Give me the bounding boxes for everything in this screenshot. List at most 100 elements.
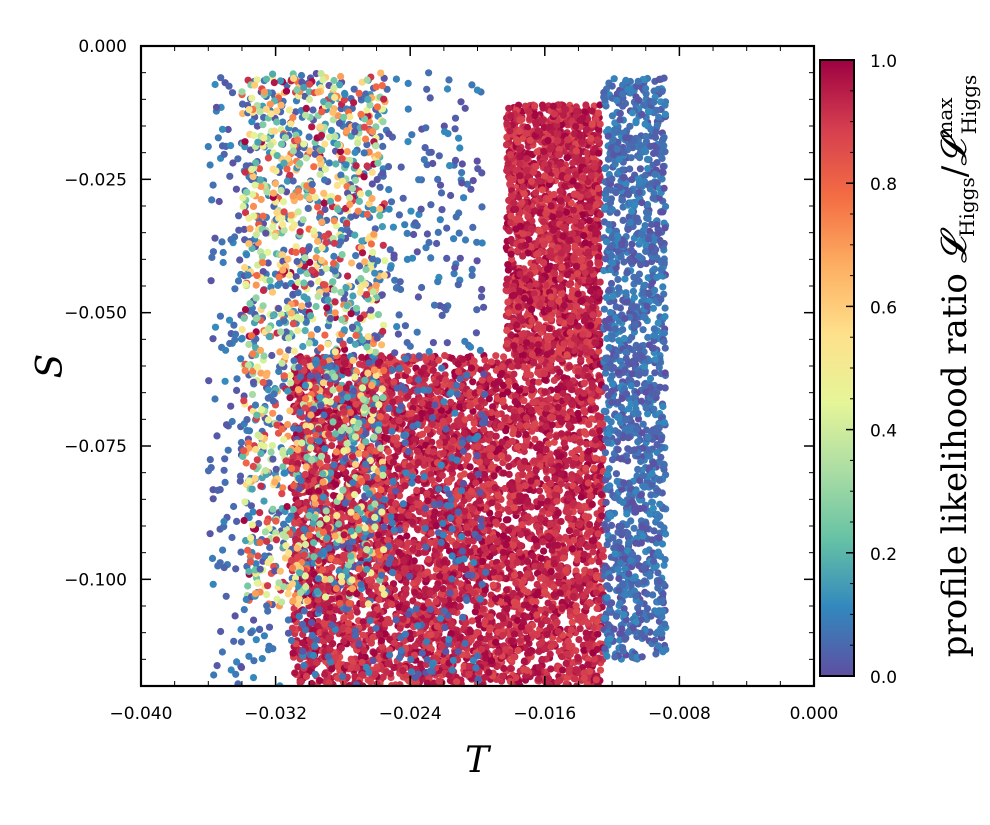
scatter-point <box>447 398 455 406</box>
scatter-point <box>427 529 435 537</box>
scatter-point <box>506 677 514 686</box>
scatter-point <box>549 414 557 422</box>
scatter-point <box>559 666 567 674</box>
scatter-point <box>414 564 422 572</box>
scatter-point <box>465 583 473 592</box>
scatter-point <box>538 655 546 664</box>
scatter-point <box>367 639 375 647</box>
scatter-point <box>557 517 565 526</box>
scatter-point <box>492 638 500 647</box>
scatter-point <box>302 672 311 681</box>
scatter-point <box>455 517 463 525</box>
scatter-point <box>559 554 568 562</box>
scatter-point <box>503 595 511 603</box>
scatter-point <box>516 386 524 394</box>
scatter-point <box>359 631 367 639</box>
scatter-point <box>403 532 411 540</box>
scatter-point <box>510 630 519 638</box>
scatter-point <box>596 666 605 674</box>
scatter-point <box>565 668 573 676</box>
scatter-point <box>546 432 554 440</box>
scatter-point <box>547 480 555 488</box>
scatter-point <box>516 637 524 645</box>
scatter-point <box>464 454 472 462</box>
scatter-point <box>586 521 594 529</box>
scatter-point <box>529 398 537 406</box>
scatter-point <box>576 585 584 593</box>
scatter-point <box>459 355 467 363</box>
scatter-point <box>444 477 452 485</box>
scatter-point <box>513 558 521 567</box>
scatter-point <box>383 434 391 442</box>
scatter-point <box>537 514 545 522</box>
scatter-point <box>324 585 333 593</box>
scatter-point <box>373 663 381 671</box>
scatter-point <box>465 670 473 679</box>
scatter-point <box>375 596 383 604</box>
scatter-point <box>568 401 576 409</box>
scatter-point <box>494 510 502 518</box>
scatter-point <box>582 430 590 438</box>
scatter-point <box>508 637 516 645</box>
scatter-point <box>585 420 593 428</box>
scatter-point <box>500 664 508 673</box>
scatter-point <box>486 452 495 460</box>
scatter-point <box>456 403 464 411</box>
scatter-point <box>436 572 444 580</box>
scatter-point <box>455 368 463 376</box>
scatter-point <box>518 521 526 529</box>
scatter-point <box>338 464 346 472</box>
scatter-point <box>510 425 518 434</box>
scatter-point <box>553 572 562 580</box>
scatter-point <box>389 458 397 466</box>
scatter-point <box>528 384 536 392</box>
scatter-point <box>452 541 460 549</box>
scatter-point <box>548 603 556 611</box>
scatter-point <box>581 512 589 520</box>
scatter-point <box>561 533 570 542</box>
scatter-point <box>390 378 398 386</box>
scatter-point <box>564 514 572 522</box>
scatter-point <box>588 500 596 508</box>
scatter-point <box>491 595 500 603</box>
scatter-point <box>492 352 500 360</box>
scatter-point <box>499 548 507 556</box>
scatter-point <box>433 622 441 631</box>
scatter-point <box>448 465 456 473</box>
scatter-point <box>548 421 556 429</box>
scatter-point <box>291 519 299 527</box>
scatter-point <box>573 485 581 494</box>
scatter-point <box>389 398 397 406</box>
scatter-point <box>465 537 473 545</box>
scatter-point <box>505 462 513 471</box>
scatter-point <box>577 493 585 501</box>
scatter-point <box>573 556 581 564</box>
scatter-point <box>506 664 514 673</box>
scatter-point <box>397 514 405 522</box>
scatter-point <box>593 604 601 613</box>
scatter-point <box>399 595 407 603</box>
scatter-point <box>557 430 566 438</box>
scatter-point <box>353 608 361 616</box>
scatter-point <box>517 492 525 500</box>
scatter-point <box>523 634 531 642</box>
scatter-point <box>541 644 549 652</box>
scatter-point <box>296 678 304 686</box>
scatter-point <box>486 626 494 634</box>
scatter-point <box>497 422 505 430</box>
scatter-point <box>537 494 545 502</box>
scatter-point <box>582 464 590 472</box>
scatter-point <box>328 442 336 450</box>
scatter-point <box>502 541 510 549</box>
scatter-point <box>510 571 519 579</box>
scatter-point <box>538 638 546 646</box>
scatter-point <box>563 394 571 402</box>
scatter-point <box>423 426 431 434</box>
scatter-point <box>550 560 558 568</box>
scatter-point <box>576 438 584 446</box>
scatter-point <box>517 623 526 631</box>
scatter-point <box>395 539 403 547</box>
scatter-point <box>467 548 475 556</box>
scatter-point <box>566 363 574 371</box>
scatter-point <box>401 482 409 490</box>
